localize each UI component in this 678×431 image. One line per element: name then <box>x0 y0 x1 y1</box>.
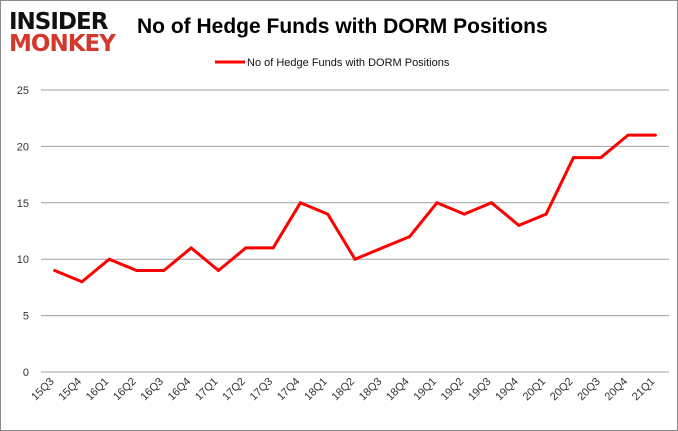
x-tick-label: 20Q1 <box>521 376 549 404</box>
data-point <box>462 212 466 216</box>
data-point <box>80 280 84 284</box>
x-tick-label: 18Q4 <box>384 376 412 404</box>
x-tick-label: 19Q1 <box>412 376 440 404</box>
data-point <box>653 133 657 137</box>
y-tick-label: 10 <box>17 254 29 266</box>
data-point <box>298 201 302 205</box>
chart-title: No of Hedge Funds with DORM Positions <box>137 15 548 38</box>
insider-monkey-logo: INSIDER MONKEY <box>9 9 127 57</box>
data-point <box>626 133 630 137</box>
x-tick-label: 19Q4 <box>493 376 521 404</box>
y-tick-label: 15 <box>17 198 29 210</box>
x-tick-label: 18Q3 <box>357 376 385 404</box>
x-tick-label: 16Q3 <box>138 376 166 404</box>
data-point <box>353 257 357 261</box>
y-tick-label: 25 <box>17 85 29 97</box>
data-point <box>189 246 193 250</box>
data-point <box>571 156 575 160</box>
x-tick-label: 16Q4 <box>166 376 194 404</box>
data-point <box>380 246 384 250</box>
y-tick-label: 20 <box>17 141 29 153</box>
data-point <box>435 201 439 205</box>
x-tick-label: 20Q3 <box>575 376 603 404</box>
data-point <box>271 246 275 250</box>
x-tick-label: 18Q2 <box>330 376 358 404</box>
x-tick-label: 17Q4 <box>275 376 303 404</box>
x-tick-label: 15Q4 <box>57 376 85 404</box>
data-point <box>326 212 330 216</box>
x-tick-label: 15Q3 <box>29 376 57 404</box>
legend-label: No of Hedge Funds with DORM Positions <box>247 57 450 69</box>
data-point <box>517 223 521 227</box>
data-point <box>135 268 139 272</box>
x-tick-label: 17Q1 <box>193 376 221 404</box>
y-tick-label: 5 <box>23 311 29 323</box>
data-point <box>544 212 548 216</box>
data-point <box>107 257 111 261</box>
logo-line2: MONKEY <box>9 31 116 57</box>
data-point <box>599 156 603 160</box>
data-point <box>490 201 494 205</box>
x-tick-label: 20Q2 <box>548 376 576 404</box>
data-point <box>162 268 166 272</box>
x-tick-label: 19Q2 <box>439 376 467 404</box>
x-tick-label: 20Q4 <box>603 376 631 404</box>
x-tick-label: 21Q1 <box>630 376 658 404</box>
data-point <box>216 268 220 272</box>
logo-line1: INSIDER <box>9 9 108 35</box>
y-tick-label: 0 <box>23 367 29 379</box>
x-tick-label: 17Q2 <box>220 376 248 404</box>
x-tick-label: 16Q1 <box>84 376 112 404</box>
data-point <box>53 268 57 272</box>
x-tick-label: 19Q3 <box>466 376 494 404</box>
x-tick-label: 17Q3 <box>248 376 276 404</box>
x-tick-label: 18Q1 <box>302 376 330 404</box>
data-point <box>244 246 248 250</box>
x-tick-label: 16Q2 <box>111 376 139 404</box>
data-point <box>408 235 412 239</box>
